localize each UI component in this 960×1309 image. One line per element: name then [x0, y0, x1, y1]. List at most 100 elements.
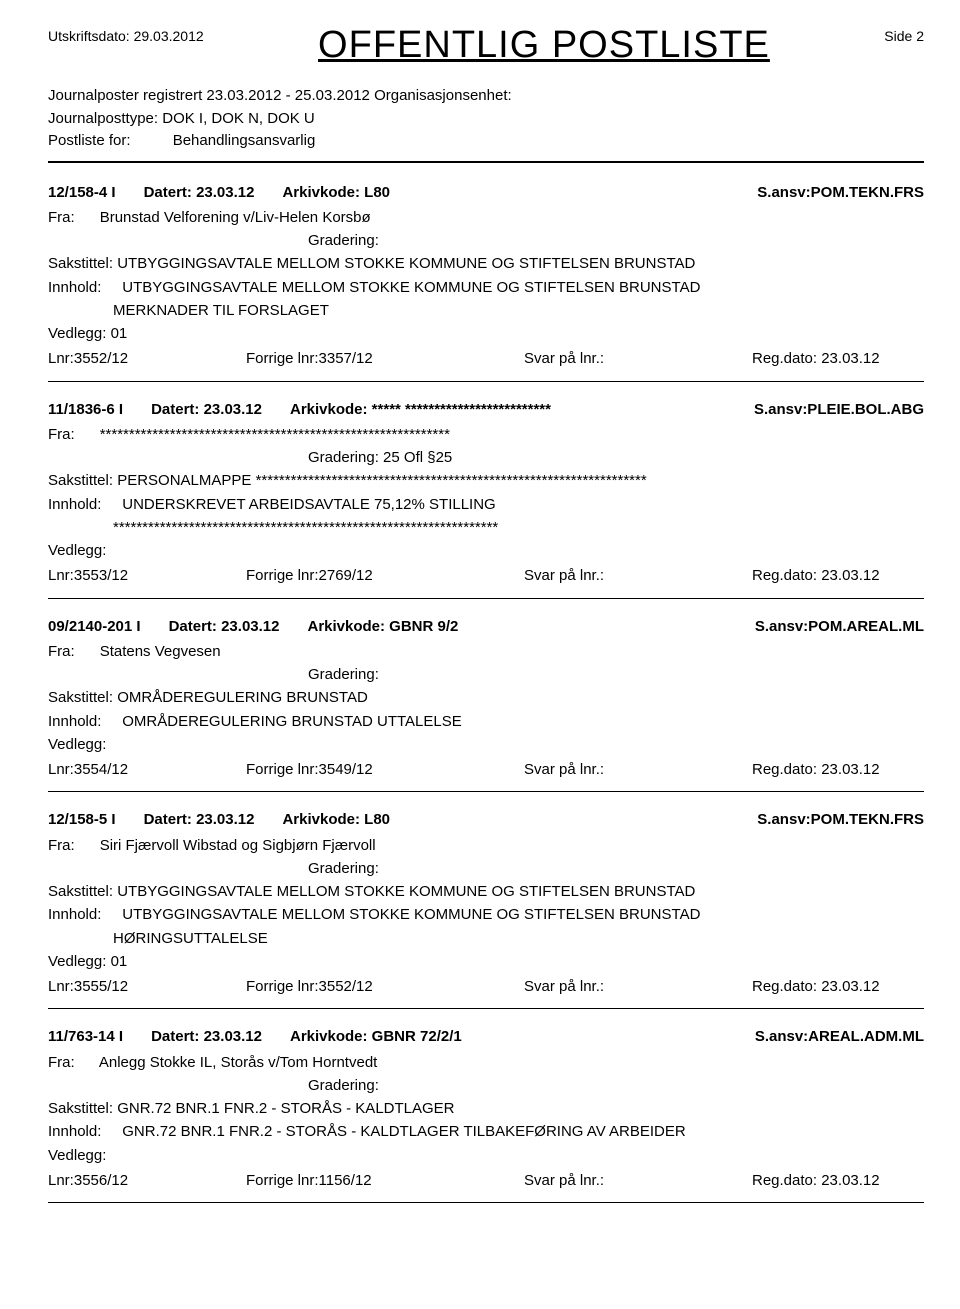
- entry-sansv: S.ansv:POM.TEKN.FRS: [757, 808, 924, 831]
- entry-regdato: Reg.dato: 23.03.12: [752, 975, 924, 998]
- entry-sansv: S.ansv:POM.AREAL.ML: [755, 615, 924, 638]
- entry-lnr: Lnr:3555/12: [48, 975, 198, 998]
- entry-vedlegg-label: Vedlegg:: [48, 542, 106, 559]
- entry-saks-value: UTBYGGINGSAVTALE MELLOM STOKKE KOMMUNE O…: [117, 883, 695, 900]
- entry-vedlegg-label: Vedlegg:: [48, 325, 106, 342]
- entry-lnr: Lnr:3553/12: [48, 564, 198, 587]
- entry-arkiv: Arkivkode: GBNR 72/2/1: [290, 1025, 462, 1048]
- entry-grad-row: Gradering:: [48, 857, 924, 880]
- entry-datert: Datert: 23.03.12: [169, 615, 280, 638]
- entry-divider: [48, 598, 924, 599]
- journal-entry: 12/158-4 I Datert: 23.03.12 Arkivkode: L…: [48, 181, 924, 371]
- entry-innhold-line2: HØRINGSUTTALELSE: [48, 927, 924, 950]
- entry-regdato: Reg.dato: 23.03.12: [752, 1169, 924, 1192]
- entry-regdato: Reg.dato: 23.03.12: [752, 758, 924, 781]
- entry-footer-row: Lnr:3555/12 Forrige lnr:3552/12 Svar på …: [48, 975, 924, 998]
- entry-innhold-value: UNDERSKREVET ARBEIDSAVTALE 75,12% STILLI…: [122, 496, 495, 513]
- entry-fra-label: Fra:: [48, 643, 75, 660]
- entry-fra-label: Fra:: [48, 837, 75, 854]
- entry-grad-label: Gradering:: [308, 1077, 379, 1094]
- entry-saks-row: Sakstittel: UTBYGGINGSAVTALE MELLOM STOK…: [48, 880, 924, 903]
- meta-reg-range: 23.03.2012 - 25.03.2012: [206, 87, 369, 104]
- entry-sansv: S.ansv:AREAL.ADM.ML: [755, 1025, 924, 1048]
- entry-id: 09/2140-201 I: [48, 615, 141, 638]
- meta-journal-row: Journalposter registrert 23.03.2012 - 25…: [48, 85, 924, 108]
- entry-head: 12/158-5 I Datert: 23.03.12 Arkivkode: L…: [48, 808, 924, 831]
- entry-vedlegg-label: Vedlegg:: [48, 736, 106, 753]
- print-date-block: Utskriftsdato: 29.03.2012: [48, 24, 204, 44]
- entry-lnr: Lnr:3552/12: [48, 347, 198, 370]
- entry-fra-row: Fra: Statens Vegvesen: [48, 640, 924, 663]
- entry-datert: Datert: 23.03.12: [151, 1025, 262, 1048]
- entry-innhold-label: Innhold:: [48, 906, 101, 923]
- entry-innhold-label: Innhold:: [48, 1123, 101, 1140]
- entry-saks-label: Sakstittel:: [48, 883, 113, 900]
- entry-saks-label: Sakstittel:: [48, 255, 113, 272]
- entry-innhold-value: UTBYGGINGSAVTALE MELLOM STOKKE KOMMUNE O…: [122, 906, 700, 923]
- meta-org-label: Organisasjonsenhet:: [374, 87, 512, 104]
- entry-divider: [48, 791, 924, 792]
- entry-saks-row: Sakstittel: PERSONALMAPPE **************…: [48, 469, 924, 492]
- entry-head: 11/763-14 I Datert: 23.03.12 Arkivkode: …: [48, 1025, 924, 1048]
- entry-grad-label: Gradering:: [308, 860, 379, 877]
- entry-innhold-row: Innhold: UTBYGGINGSAVTALE MELLOM STOKKE …: [48, 903, 924, 950]
- entry-svar: Svar på lnr.:: [524, 347, 704, 370]
- entry-divider: [48, 1008, 924, 1009]
- journal-entry: 09/2140-201 I Datert: 23.03.12 Arkivkode…: [48, 615, 924, 782]
- entry-head-left: 09/2140-201 I Datert: 23.03.12 Arkivkode…: [48, 615, 458, 638]
- meta-block: Journalposter registrert 23.03.2012 - 25…: [48, 85, 924, 153]
- meta-postliste-row: Postliste for: Behandlingsansvarlig: [48, 130, 924, 153]
- entries-container: 12/158-4 I Datert: 23.03.12 Arkivkode: L…: [48, 181, 924, 1204]
- entry-svar: Svar på lnr.:: [524, 975, 704, 998]
- entry-vedlegg-row: Vedlegg:: [48, 1144, 924, 1167]
- entry-innhold-line2: MERKNADER TIL FORSLAGET: [48, 299, 924, 322]
- entry-sansv: S.ansv:PLEIE.BOL.ABG: [754, 398, 924, 421]
- entry-arkiv: Arkivkode: L80: [282, 808, 390, 831]
- entry-datert: Datert: 23.03.12: [144, 808, 255, 831]
- meta-postliste-label: Postliste for:: [48, 132, 131, 149]
- entry-fra-value: Brunstad Velforening v/Liv-Helen Korsbø: [100, 209, 371, 226]
- entry-innhold-label: Innhold:: [48, 713, 101, 730]
- entry-head: 12/158-4 I Datert: 23.03.12 Arkivkode: L…: [48, 181, 924, 204]
- entry-vedlegg-value: 01: [111, 325, 128, 342]
- entry-grad-row: Gradering:: [48, 1074, 924, 1097]
- entry-vedlegg-row: Vedlegg:: [48, 733, 924, 756]
- entry-fra-label: Fra:: [48, 1054, 75, 1071]
- entry-vedlegg-value: 01: [111, 953, 128, 970]
- meta-jtype-label: Journalposttype:: [48, 110, 158, 127]
- entry-id: 11/763-14 I: [48, 1025, 123, 1048]
- entry-divider: [48, 381, 924, 382]
- entry-id: 12/158-4 I: [48, 181, 116, 204]
- entry-vedlegg-label: Vedlegg:: [48, 953, 106, 970]
- entry-head-left: 12/158-5 I Datert: 23.03.12 Arkivkode: L…: [48, 808, 390, 831]
- entry-saks-row: Sakstittel: OMRÅDEREGULERING BRUNSTAD: [48, 686, 924, 709]
- entry-saks-value: PERSONALMAPPE **************************…: [117, 472, 646, 489]
- entry-saks-label: Sakstittel:: [48, 472, 113, 489]
- entry-forrige: Forrige lnr:3549/12: [246, 758, 476, 781]
- entry-vedlegg-row: Vedlegg:: [48, 539, 924, 562]
- entry-forrige: Forrige lnr:1156/12: [246, 1169, 476, 1192]
- page-number-block: Side 2: [884, 24, 924, 44]
- entry-innhold-row: Innhold: OMRÅDEREGULERING BRUNSTAD UTTAL…: [48, 710, 924, 733]
- entry-footer-row: Lnr:3554/12 Forrige lnr:3549/12 Svar på …: [48, 758, 924, 781]
- entry-innhold-label: Innhold:: [48, 496, 101, 513]
- entry-forrige: Forrige lnr:3357/12: [246, 347, 476, 370]
- side-label: Side: [884, 28, 912, 44]
- entry-innhold-row: Innhold: UNDERSKREVET ARBEIDSAVTALE 75,1…: [48, 493, 924, 540]
- entry-regdato: Reg.dato: 23.03.12: [752, 564, 924, 587]
- entry-grad-label: Gradering:: [308, 232, 379, 249]
- entry-sansv: S.ansv:POM.TEKN.FRS: [757, 181, 924, 204]
- entry-lnr: Lnr:3556/12: [48, 1169, 198, 1192]
- header-rule: [48, 161, 924, 163]
- entry-fra-row: Fra: Brunstad Velforening v/Liv-Helen Ko…: [48, 206, 924, 229]
- print-date-label: Utskriftsdato:: [48, 28, 130, 44]
- entry-footer-row: Lnr:3556/12 Forrige lnr:1156/12 Svar på …: [48, 1169, 924, 1192]
- meta-reg-label: Journalposter registrert: [48, 87, 202, 104]
- entry-fra-row: Fra: ***********************************…: [48, 423, 924, 446]
- entry-saks-value: OMRÅDEREGULERING BRUNSTAD: [117, 689, 368, 706]
- entry-footer-row: Lnr:3552/12 Forrige lnr:3357/12 Svar på …: [48, 347, 924, 370]
- side-number: 2: [916, 28, 924, 44]
- entry-regdato: Reg.dato: 23.03.12: [752, 347, 924, 370]
- entry-forrige: Forrige lnr:2769/12: [246, 564, 476, 587]
- entry-innhold-row: Innhold: GNR.72 BNR.1 FNR.2 - STORÅS - K…: [48, 1120, 924, 1143]
